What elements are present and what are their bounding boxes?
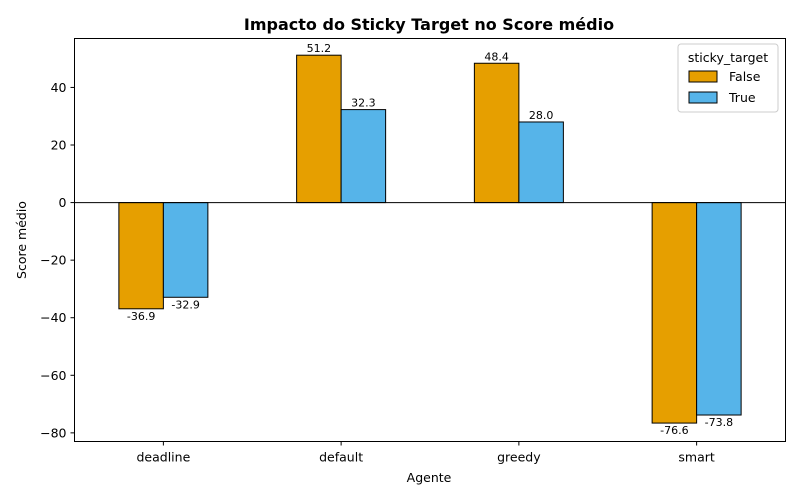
y-tick-label: 40 xyxy=(51,80,67,95)
legend: sticky_target False True xyxy=(677,43,779,113)
bar-deadline-false xyxy=(118,202,164,310)
legend-title: sticky_target xyxy=(688,50,768,65)
bar-default-false xyxy=(296,54,342,204)
bar-deadline-true xyxy=(162,202,209,298)
legend-label-false: False xyxy=(729,69,761,84)
data-label-default-true: 32.3 xyxy=(351,97,376,110)
data-label-greedy-true: 28.0 xyxy=(529,109,554,122)
x-tick-label-greedy: greedy xyxy=(497,450,541,465)
plot-frame xyxy=(74,38,786,442)
y-axis-label: Score médio xyxy=(14,201,29,279)
chart-title: Impacto do Sticky Target no Score médio xyxy=(244,15,614,34)
y-tick-label: −80 xyxy=(40,425,66,440)
y-tick-label: 20 xyxy=(51,138,67,153)
data-label-greedy-false: 48.4 xyxy=(484,50,509,63)
data-label-smart-true: -73.8 xyxy=(705,416,733,429)
legend-label-true: True xyxy=(728,90,756,105)
bar-smart-false xyxy=(651,202,698,424)
data-label-default-false: 51.2 xyxy=(307,42,332,55)
y-tick-label: −20 xyxy=(40,253,66,268)
data-label-deadline-false: -36.9 xyxy=(127,310,155,323)
bar-smart-true xyxy=(696,202,742,416)
x-tick-label-deadline: deadline xyxy=(136,450,190,465)
x-tick-label-smart: smart xyxy=(678,450,714,465)
bar-default-true xyxy=(340,109,387,204)
legend-swatch-true xyxy=(688,91,718,104)
data-label-smart-false: -76.6 xyxy=(660,424,688,437)
data-label-deadline-true: -32.9 xyxy=(171,298,199,311)
y-tick-label: −40 xyxy=(40,310,66,325)
bar-greedy-true xyxy=(518,121,564,204)
bar-greedy-false xyxy=(473,62,520,204)
plot-marks: -36.9 -32.9 deadline 51.2 32.3 default 48.4 28.… xyxy=(40,42,786,465)
legend-swatch-false xyxy=(688,70,718,83)
x-tick-label-default: default xyxy=(319,450,363,465)
y-tick-label: 0 xyxy=(59,195,67,210)
x-axis-label: Agente xyxy=(407,470,452,485)
y-tick-label: −60 xyxy=(40,368,66,383)
